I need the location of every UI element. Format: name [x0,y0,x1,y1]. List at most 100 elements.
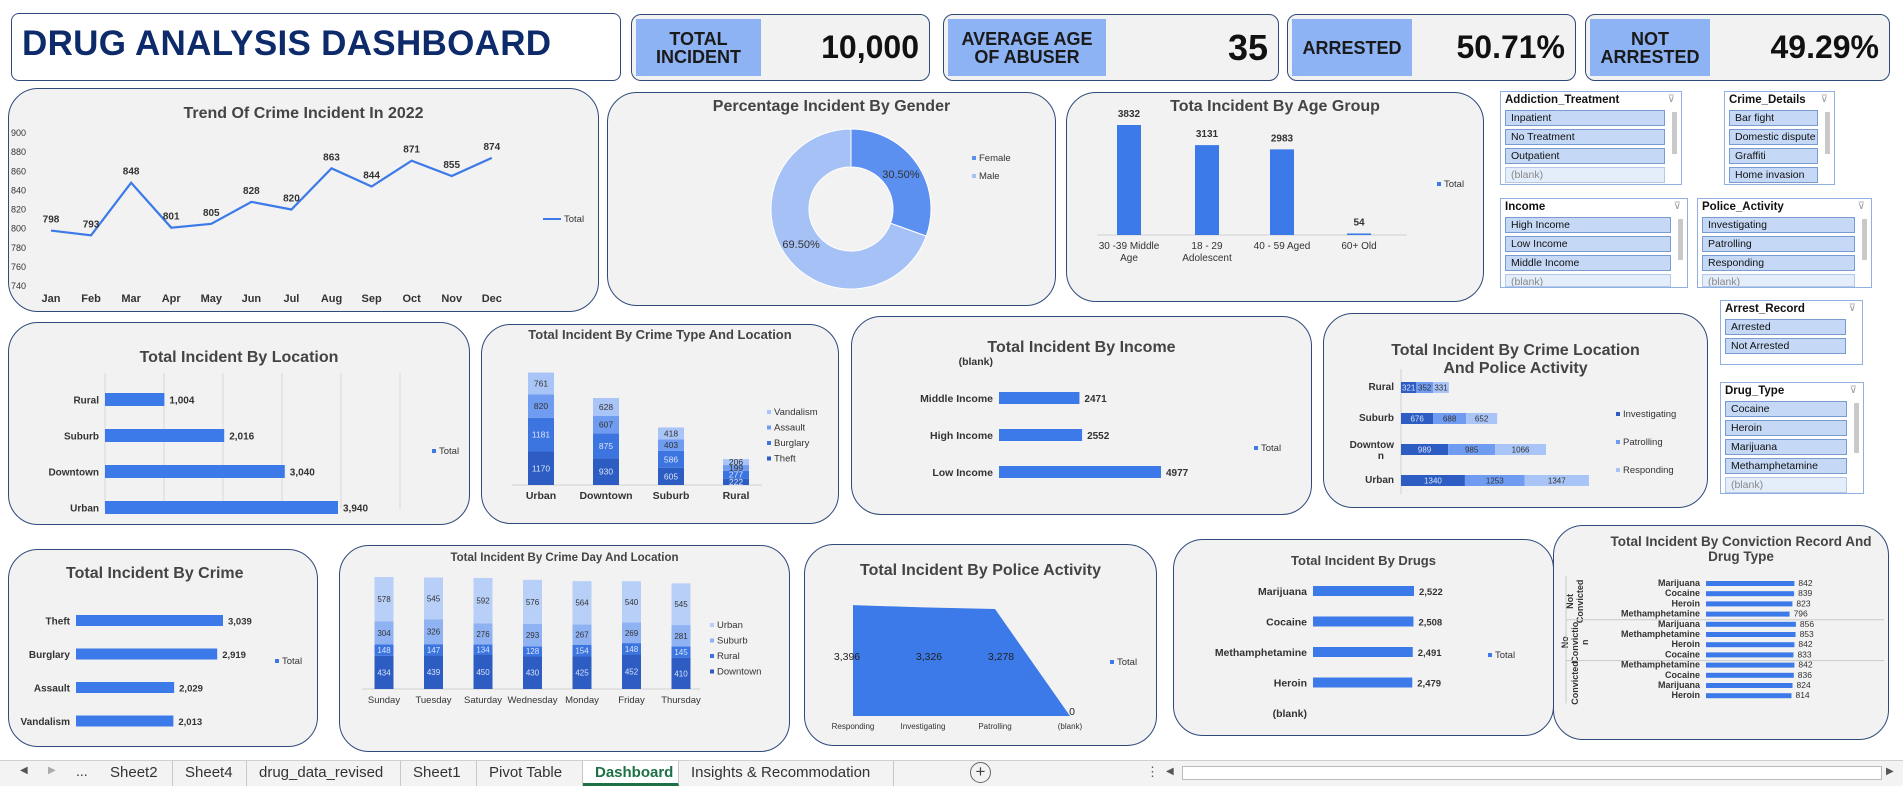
y-tick-label: Heroin [1671,598,1700,608]
data-label: 578 [377,595,391,604]
tab-more-button[interactable]: ... [76,763,88,779]
data-label: 875 [599,441,613,451]
slicer-item[interactable]: Investigating [1702,217,1855,233]
slicer-item[interactable]: (blank) [1505,167,1665,183]
slicer-crime-details[interactable]: Crime_Details ⊽ Bar fight Domestic dispute G… [1724,91,1835,185]
data-label: 277 [729,470,743,480]
y-tick-label: 820 [11,205,26,215]
slicer-item[interactable]: Cocaine [1725,401,1847,417]
slicer-item[interactable]: Marijuana [1725,439,1847,455]
slicer-police-activity[interactable]: Police_Activity ⊽ Investigating Patrolling R… [1697,198,1872,288]
slicer-item[interactable]: No Treatment [1505,129,1665,145]
data-label: 628 [599,402,613,412]
x-tick-label: Jul [283,293,299,305]
y-tick-label: Vandalism [21,717,71,728]
scroll-right-icon[interactable]: ▶ [1886,766,1894,777]
slicer-item[interactable]: Methamphetamine [1725,458,1847,474]
add-sheet-button[interactable]: + [970,762,991,783]
clear-filter-icon[interactable]: ⊽ [1857,201,1865,212]
slicer-item[interactable]: Arrested [1725,319,1846,335]
slicer-scrollbar[interactable] [1825,112,1830,154]
slicer-item[interactable]: Responding [1702,255,1855,271]
stack-segment [424,655,443,689]
sheet-tab-sheet2[interactable]: Sheet2 [98,761,173,786]
bar [105,393,165,406]
clear-filter-icon[interactable]: ⊽ [1673,201,1681,212]
stack-segment [622,654,641,689]
legend-label: Theft [774,454,796,465]
legend-label: Assault [774,423,806,434]
slicer-item[interactable]: Patrolling [1702,236,1855,252]
slicer-drug-type[interactable]: Drug_Type ⊽ Cocaine Heroin Marijuana Methamph… [1720,382,1864,494]
sheet-tab-pivot-table[interactable]: Pivot Table [477,761,583,786]
slicer-addiction-treatment[interactable]: Addiction_Treatment ⊽ Inpatient No Treatmen… [1500,91,1682,185]
slicer-item[interactable]: Bar fight [1729,110,1818,126]
stack-segment [1401,475,1465,486]
slicer-item[interactable]: Domestic dispute [1729,129,1818,145]
stack-segment [528,417,554,452]
slicer-scrollbar[interactable] [1862,219,1867,260]
slicer-item[interactable]: Low Income [1505,236,1671,252]
legend-label-swatch [710,669,714,674]
slicer-scrollbar[interactable] [1672,112,1677,154]
data-label: 2983 [1271,133,1294,144]
group-label: Convicted [1570,661,1580,705]
slicer-scrollbar[interactable] [1854,403,1859,453]
sheet-tab-insights-recommodation[interactable]: Insights & Recommodation [679,761,894,786]
tab-prev-icon[interactable]: ◀ [20,765,28,776]
slicer-scrollbar[interactable] [1678,219,1683,260]
data-label: 206 [729,457,743,467]
slicer-item[interactable]: High Income [1505,217,1671,233]
slicer-item[interactable]: Outpatient [1505,148,1665,164]
sheet-tab-sheet4[interactable]: Sheet4 [173,761,247,786]
slicer-item[interactable]: Graffiti [1729,148,1818,164]
data-label: 793 [83,219,100,230]
legend-label: Patrolling [1623,437,1663,448]
stack-segment [523,623,542,647]
options-icon[interactable]: ⋮ [1146,764,1159,779]
data-label: 1181 [532,430,551,440]
slicer-item[interactable]: (blank) [1505,274,1671,287]
kpi-average-age: AVERAGE AGE OF ABUSER 35 [943,14,1279,81]
slicer-item[interactable]: Middle Income [1505,255,1671,271]
horizontal-scrollbar[interactable] [1182,766,1882,780]
stack-segment [1401,382,1417,393]
bar [1706,662,1795,668]
data-label: 418 [664,428,678,438]
slicer-income[interactable]: Income ⊽ High Income Low Income Middle Incom… [1500,198,1688,288]
stack-segment [723,470,749,479]
clear-filter-icon[interactable]: ⊽ [1820,94,1828,105]
clear-filter-icon[interactable]: ⊽ [1667,94,1675,105]
chart-title: Total Incident By Crime [66,565,244,582]
slicer-item[interactable]: (blank) [1702,274,1855,287]
tab-next-icon[interactable]: ▶ [48,765,56,776]
legend-label: Burglary [774,438,810,449]
y-tick-label: Downtown [48,468,99,479]
kpi-value: 49.29% [1770,29,1879,65]
x-tick-label: Apr [162,293,182,305]
clear-filter-icon[interactable]: ⊽ [1849,385,1857,396]
data-label: 326 [427,628,441,637]
stack-segment [473,644,493,655]
slicer-arrest-record[interactable]: Arrest_Record ⊽ Arrested Not Arrested [1720,300,1863,365]
sheet-tab-drug-data-revised[interactable]: drug_data_revised [247,761,401,786]
data-label: 154 [575,647,589,656]
slicer-header: Drug_Type [1725,385,1785,397]
slicer-item[interactable]: Not Arrested [1725,338,1846,354]
data-label: 199 [729,463,743,473]
x-tick-label: Downtown [579,490,632,502]
slicer-item[interactable]: Inpatient [1505,110,1665,126]
sheet-tab-sheet1[interactable]: Sheet1 [401,761,477,786]
slicer-item[interactable]: Home invasion [1729,167,1818,183]
slicer-item[interactable]: Heroin [1725,420,1847,436]
stack-segment [572,581,592,625]
scroll-left-icon[interactable]: ◀ [1166,766,1174,777]
clear-filter-icon[interactable]: ⊽ [1848,303,1856,314]
legend-label-swatch [710,654,714,658]
legend-label: Suburb [717,636,748,647]
y-tick-label: 780 [11,243,26,253]
title-box: DRUG ANALYSIS DASHBOARD [11,13,621,81]
sheet-tab-dashboard[interactable]: Dashboard [583,761,679,786]
age-bar [1117,125,1141,235]
slicer-item[interactable]: (blank) [1725,477,1847,493]
